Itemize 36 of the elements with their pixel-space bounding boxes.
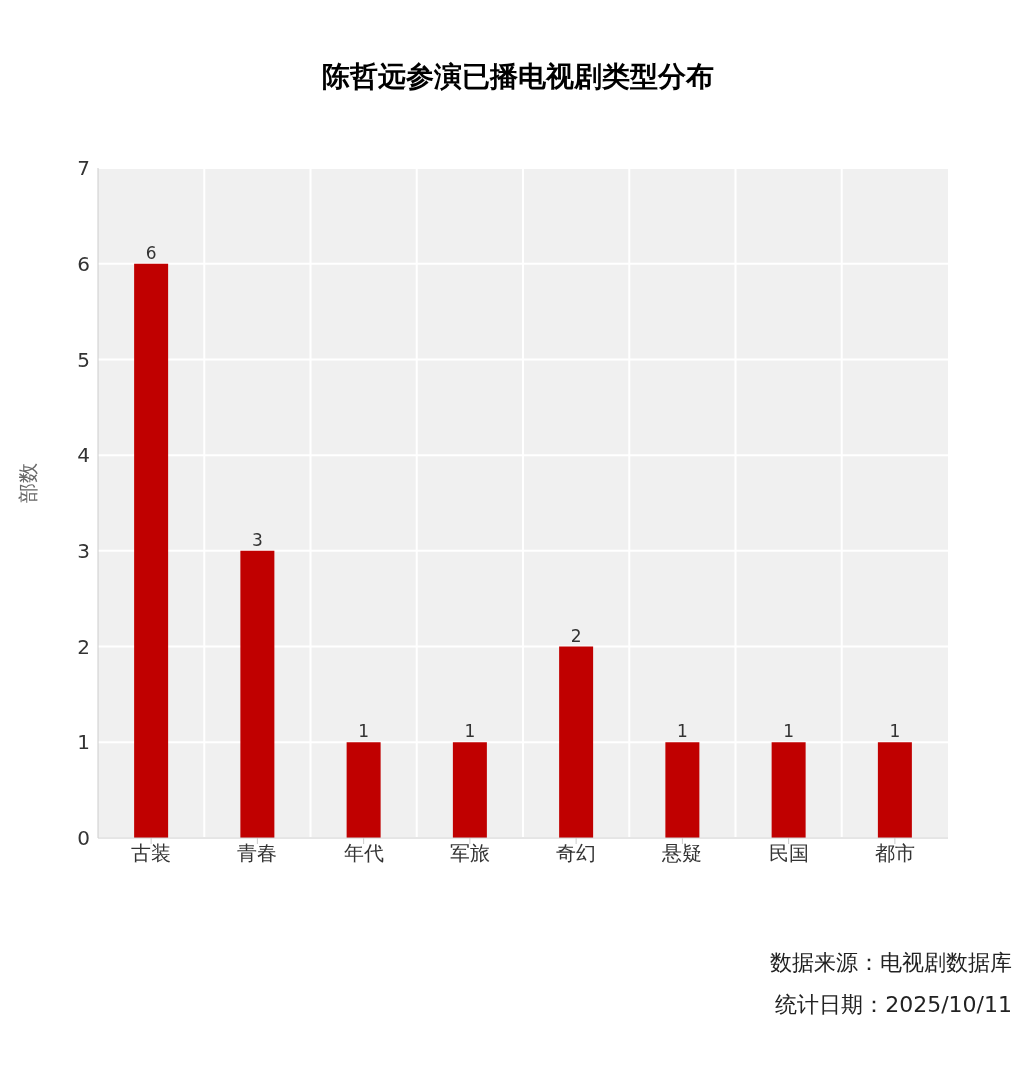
y-tick-label: 2 xyxy=(77,634,90,659)
bar xyxy=(877,742,912,838)
bar xyxy=(346,742,381,838)
x-tick-label: 古装 xyxy=(131,841,172,866)
bar xyxy=(559,646,594,838)
data-label: 1 xyxy=(358,721,370,742)
y-axis-title: 部数 xyxy=(16,463,41,503)
bar xyxy=(134,263,169,838)
data-label: 2 xyxy=(570,625,582,646)
bar xyxy=(452,742,487,838)
bar xyxy=(771,742,806,838)
x-tick-label: 民国 xyxy=(768,841,809,866)
data-label: 6 xyxy=(145,242,157,263)
bar xyxy=(665,742,700,838)
y-tick-label: 0 xyxy=(77,826,90,851)
x-tick-label: 年代 xyxy=(343,841,384,866)
data-label: 1 xyxy=(464,721,476,742)
y-tick-label: 4 xyxy=(77,443,90,468)
x-tick-label: 悬疑 xyxy=(661,841,703,866)
data-label: 1 xyxy=(889,721,901,742)
chart-title: 陈哲远参演已播电视剧类型分布 xyxy=(321,59,715,95)
y-tick-label: 3 xyxy=(77,538,90,563)
x-tick-label: 都市 xyxy=(874,841,915,866)
y-tick-label: 5 xyxy=(77,347,90,372)
x-tick-label: 青春 xyxy=(237,841,278,866)
bar xyxy=(240,550,275,838)
x-tick-label: 奇幻 xyxy=(556,841,597,866)
source-note: 数据来源：电视剧数据库 xyxy=(770,949,1012,977)
data-label: 1 xyxy=(676,721,688,742)
x-tick-label: 军旅 xyxy=(449,841,490,866)
text: 统计日期：2025/10/11 xyxy=(775,991,1012,1019)
y-tick-label: 7 xyxy=(77,156,90,181)
y-tick-label: 1 xyxy=(77,730,90,755)
data-label: 3 xyxy=(251,529,263,550)
data-label: 1 xyxy=(783,721,795,742)
y-tick-label: 6 xyxy=(77,251,90,276)
